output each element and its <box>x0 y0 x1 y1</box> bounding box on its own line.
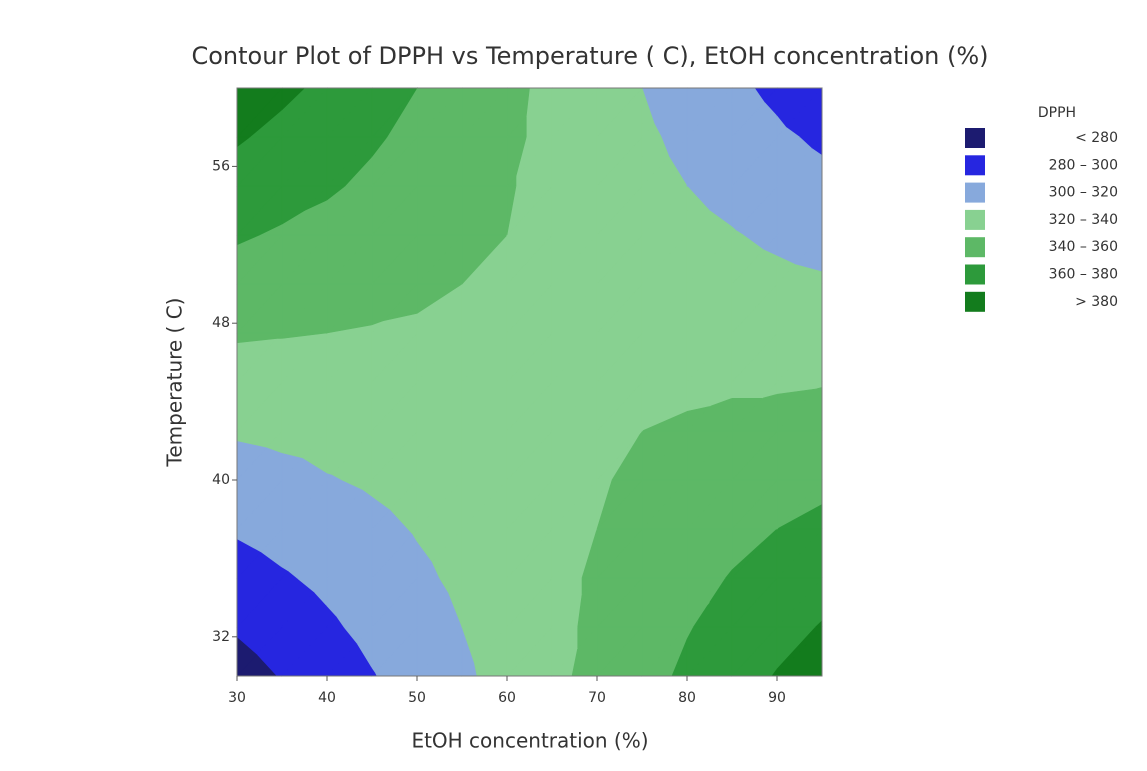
x-tick-label: 30 <box>228 690 246 706</box>
legend-label: 340 – 360 <box>1049 239 1118 255</box>
legend-swatch <box>965 265 985 285</box>
legend-swatch <box>965 210 985 230</box>
legend-label: < 280 <box>1075 130 1118 146</box>
chart-title: Contour Plot of DPPH vs Temperature ( C)… <box>191 42 988 70</box>
legend-label: > 380 <box>1075 294 1118 310</box>
y-tick-label: 40 <box>212 472 230 488</box>
y-tick-label: 48 <box>212 315 230 331</box>
x-tick-label: 80 <box>678 690 696 706</box>
chart: Contour Plot of DPPH vs Temperature ( C)… <box>0 0 1147 771</box>
plot-area <box>237 88 822 676</box>
x-tick-label: 50 <box>408 690 426 706</box>
legend-swatch <box>965 237 985 257</box>
y-axis-label: Temperature ( C) <box>163 298 187 468</box>
legend-label: 280 – 300 <box>1049 157 1118 173</box>
legend-title: DPPH <box>1038 105 1076 121</box>
legend-swatch <box>965 292 985 312</box>
legend-swatch <box>965 155 985 175</box>
legend-swatch <box>965 183 985 203</box>
x-tick-label: 70 <box>588 690 606 706</box>
legend-label: 300 – 320 <box>1049 185 1118 201</box>
legend-label: 320 – 340 <box>1049 212 1118 228</box>
page: Contour Plot of DPPH vs Temperature ( C)… <box>0 0 1147 771</box>
legend-swatch <box>965 128 985 148</box>
y-tick-label: 56 <box>212 158 230 174</box>
x-tick-label: 90 <box>768 690 786 706</box>
legend-label: 360 – 380 <box>1049 267 1118 283</box>
x-tick-label: 40 <box>318 690 336 706</box>
x-axis-label: EtOH concentration (%) <box>411 729 648 753</box>
y-tick-label: 32 <box>212 629 230 645</box>
x-tick-label: 60 <box>498 690 516 706</box>
